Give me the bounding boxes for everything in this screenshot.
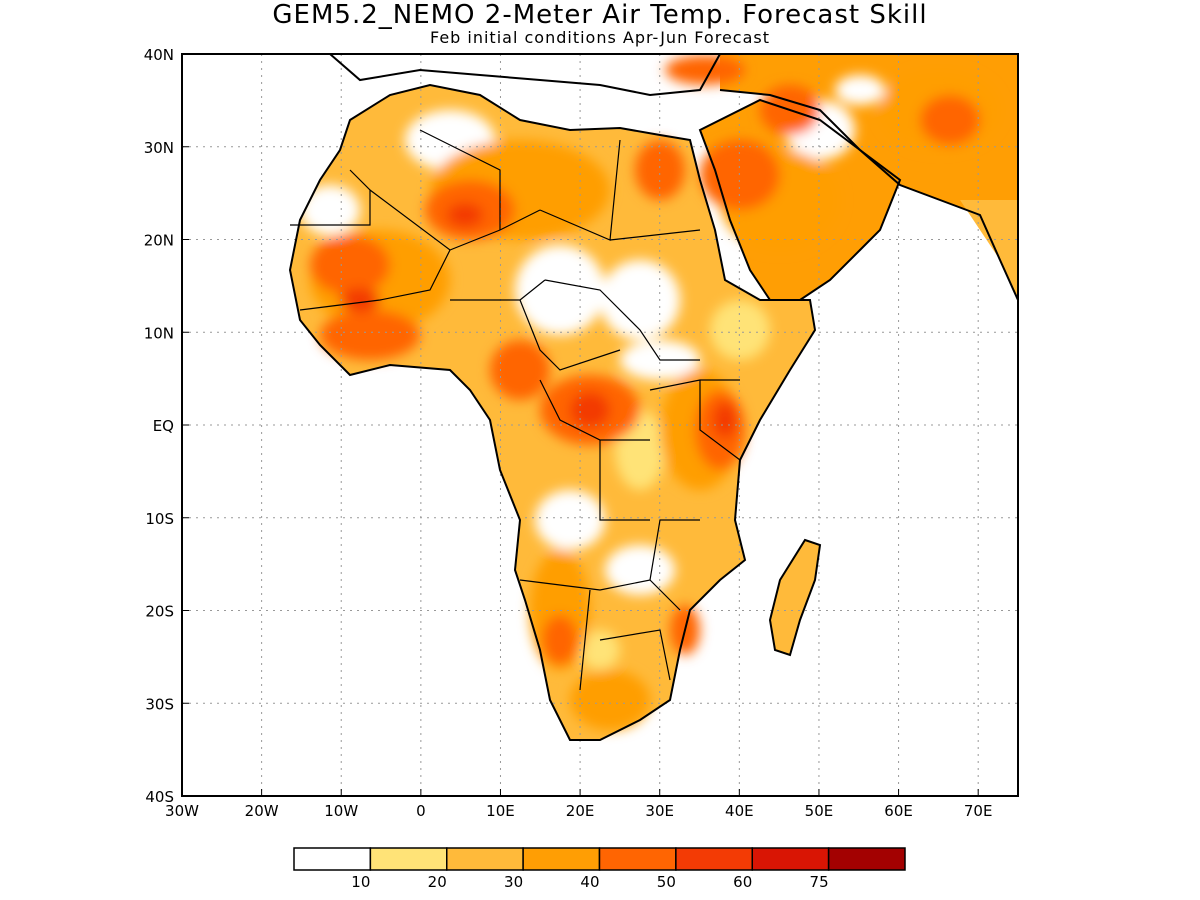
lat-tick-label: 10N (144, 324, 174, 342)
country-borders (290, 129, 741, 691)
lon-tick-label: 0 (416, 802, 426, 820)
madagascar (770, 540, 820, 655)
colorbar-label: 60 (733, 873, 752, 891)
colorbar-label: 20 (428, 873, 447, 891)
lon-tick-label: 30E (645, 802, 674, 820)
lon-tick-label: 70E (964, 802, 993, 820)
map-area (182, 54, 1018, 796)
coastlines (288, 54, 1018, 741)
map-grid (182, 54, 1018, 796)
lon-tick-label: 10W (324, 802, 358, 820)
colorbar-label: 40 (580, 873, 599, 891)
map-title: GEM5.2_NEMO 2-Meter Air Temp. Forecast S… (272, 0, 928, 30)
lat-tick-label: 10S (145, 510, 174, 528)
colorbar-label: 30 (504, 873, 523, 891)
lon-tick-label: 20E (566, 802, 595, 820)
lon-tick-label: 30W (165, 802, 199, 820)
lon-tick-label: 60E (884, 802, 913, 820)
colorbar-bin (827, 847, 906, 871)
skill-blobs (300, 55, 1000, 730)
europe-landmass (330, 54, 720, 95)
colorbar-label: 75 (810, 873, 829, 891)
colorbar-bin (369, 847, 448, 871)
colorbar-label: 50 (657, 873, 676, 891)
map-subtitle: Feb initial conditions Apr-Jun Forecast (429, 28, 770, 47)
lat-tick-label: 40S (145, 788, 174, 806)
lon-tick-label: 20W (245, 802, 279, 820)
colorbar-bin (675, 847, 753, 871)
lat-tick-label: 20S (145, 603, 174, 621)
india-landmass (960, 200, 1018, 300)
lon-tick-label: 10E (486, 802, 515, 820)
lon-tick-label: 50E (805, 802, 834, 820)
lat-tick-label: 40N (144, 46, 174, 64)
lon-tick-label: 40E (725, 802, 754, 820)
colorbar-bin (751, 847, 830, 871)
colorbar-bin (446, 847, 524, 871)
lat-tick-label: EQ (153, 417, 174, 435)
colorbar-label: 10 (351, 873, 370, 891)
colorbar-bin (522, 847, 601, 871)
colorbar-bin (293, 847, 372, 871)
lat-tick-label: 20N (144, 232, 174, 250)
colorbar-bin (598, 847, 677, 871)
lat-tick-label: 30N (144, 139, 174, 157)
lat-tick-label: 30S (145, 695, 174, 713)
axis-ticks: 30W 20W 10W 0 10E 20E 30E 40E 50E 60E 70E 40N 30N 20N… (144, 46, 993, 820)
colorbar: 10 20 30 40 50 60 75 (293, 847, 906, 891)
